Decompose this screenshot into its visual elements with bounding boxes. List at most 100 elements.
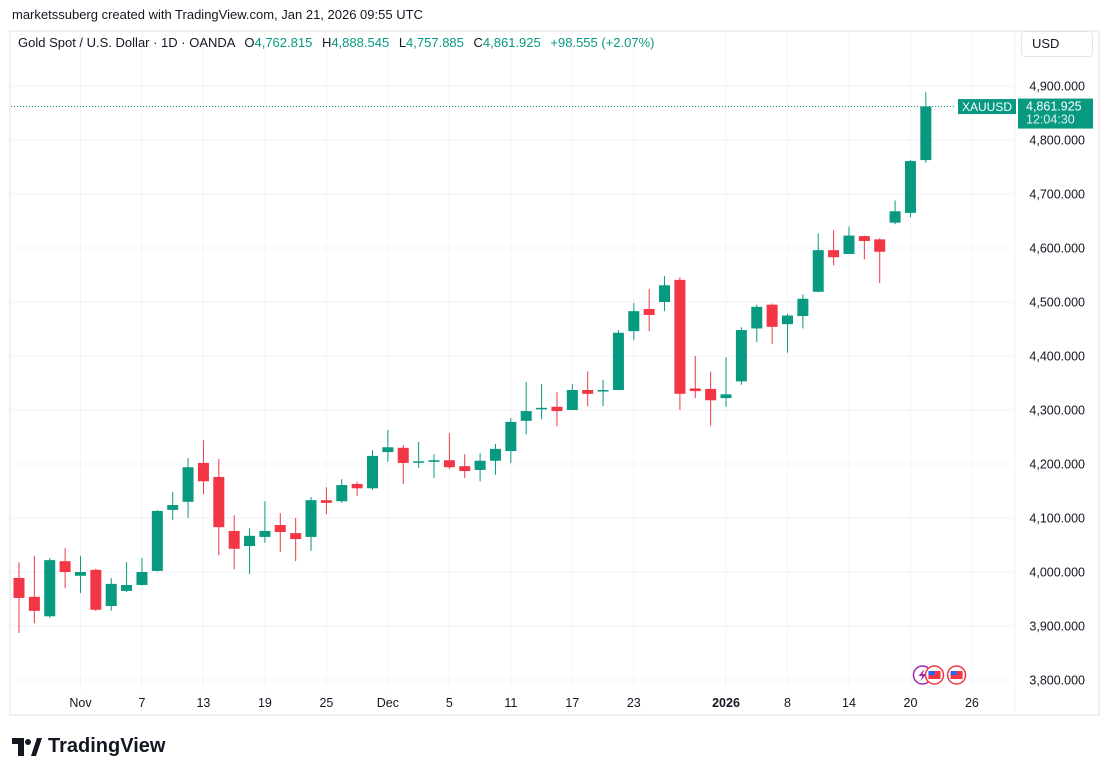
tradingview-logo[interactable]: TradingView — [12, 735, 165, 758]
candle[interactable] — [182, 458, 194, 518]
y-tick-label: 4,000.000 — [1029, 566, 1085, 580]
candle-body — [520, 411, 532, 421]
candle-body — [382, 447, 394, 453]
candle[interactable] — [44, 557, 56, 618]
candle[interactable] — [858, 235, 870, 260]
candle[interactable] — [167, 492, 179, 521]
candle-body — [336, 485, 348, 502]
candle[interactable] — [643, 289, 655, 332]
candle-body — [197, 462, 209, 482]
candle[interactable] — [74, 555, 86, 594]
candle[interactable] — [920, 92, 932, 163]
candle[interactable] — [766, 303, 778, 345]
candle[interactable] — [689, 356, 701, 399]
close-label: C — [473, 35, 483, 50]
change-value: +98.555 (+2.07%) — [550, 35, 655, 50]
candle[interactable] — [782, 313, 793, 353]
candle[interactable] — [659, 276, 671, 312]
x-tick-label: 25 — [319, 696, 333, 710]
candle[interactable] — [520, 381, 532, 435]
candle[interactable] — [397, 445, 409, 484]
currency-button[interactable]: USD — [1021, 31, 1093, 57]
candle[interactable] — [551, 392, 563, 427]
candle[interactable] — [290, 518, 302, 562]
x-tick-label: Dec — [377, 696, 399, 710]
candle[interactable] — [628, 303, 640, 340]
candle[interactable] — [582, 371, 594, 407]
candle[interactable] — [705, 371, 717, 426]
x-tick-label: 14 — [842, 696, 856, 710]
candle[interactable] — [812, 233, 824, 293]
candle-body — [90, 569, 102, 610]
candle-body — [766, 304, 778, 327]
candle[interactable] — [151, 509, 163, 572]
candle[interactable] — [489, 444, 501, 475]
flag-canton — [950, 671, 957, 675]
candle[interactable] — [889, 200, 901, 225]
candle[interactable] — [228, 515, 240, 570]
candle[interactable] — [259, 501, 271, 543]
candle-body — [351, 483, 363, 489]
symbol-legend: Gold Spot / U.S. Dollar · 1D · OANDA O4,… — [18, 35, 654, 50]
candle[interactable] — [305, 496, 317, 551]
candle[interactable] — [367, 449, 379, 490]
candle[interactable] — [320, 487, 332, 515]
candle[interactable] — [597, 379, 609, 407]
candle[interactable] — [59, 548, 71, 589]
candle[interactable] — [674, 277, 686, 410]
candle[interactable] — [843, 226, 855, 254]
candle-body — [782, 315, 793, 325]
candle[interactable] — [874, 238, 886, 284]
candle[interactable] — [105, 577, 117, 611]
candle-body — [244, 535, 256, 547]
candle-body — [474, 460, 486, 470]
candle[interactable] — [612, 330, 624, 391]
candle-body — [705, 388, 717, 401]
candle[interactable] — [474, 453, 486, 482]
candle[interactable] — [197, 440, 209, 495]
candle[interactable] — [413, 441, 425, 468]
lightning-bolt — [918, 669, 927, 681]
y-tick-label: 4,200.000 — [1029, 458, 1085, 472]
y-tick-label: 3,800.000 — [1029, 674, 1085, 688]
last-price-badge — [1018, 98, 1093, 129]
x-tick-label: 13 — [196, 696, 210, 710]
candle-body — [74, 572, 86, 576]
candle[interactable] — [566, 384, 578, 410]
candle-body — [167, 505, 179, 510]
symbol-title[interactable]: Gold Spot / U.S. Dollar · 1D · OANDA — [18, 35, 235, 50]
candle[interactable] — [735, 327, 747, 385]
candle-body — [443, 460, 455, 468]
candle[interactable] — [28, 555, 40, 624]
candle-body — [505, 421, 517, 452]
candle[interactable] — [336, 479, 348, 503]
candle-body — [413, 461, 425, 463]
candle[interactable] — [351, 481, 363, 496]
candle-body — [305, 500, 317, 537]
candle[interactable] — [382, 429, 394, 462]
candle-body — [13, 577, 25, 598]
candle[interactable] — [428, 454, 440, 479]
x-tick-label: 11 — [504, 696, 517, 710]
candle-body — [320, 500, 332, 503]
candle[interactable] — [459, 454, 471, 479]
candle[interactable] — [136, 557, 148, 586]
candle-body — [489, 448, 501, 461]
candle[interactable] — [751, 304, 763, 342]
candle[interactable] — [828, 230, 840, 266]
candle-body — [735, 330, 747, 382]
candle[interactable] — [505, 418, 517, 463]
candle[interactable] — [244, 528, 256, 575]
candle[interactable] — [274, 513, 286, 553]
candle[interactable] — [13, 562, 25, 634]
candle[interactable] — [213, 459, 225, 556]
candle[interactable] — [536, 384, 548, 420]
candle[interactable] — [904, 159, 916, 218]
candle[interactable] — [443, 433, 455, 469]
candle[interactable] — [720, 357, 732, 407]
candle[interactable] — [797, 294, 809, 329]
candle[interactable] — [121, 562, 133, 592]
candle[interactable] — [90, 568, 102, 611]
candle-body — [751, 306, 763, 329]
